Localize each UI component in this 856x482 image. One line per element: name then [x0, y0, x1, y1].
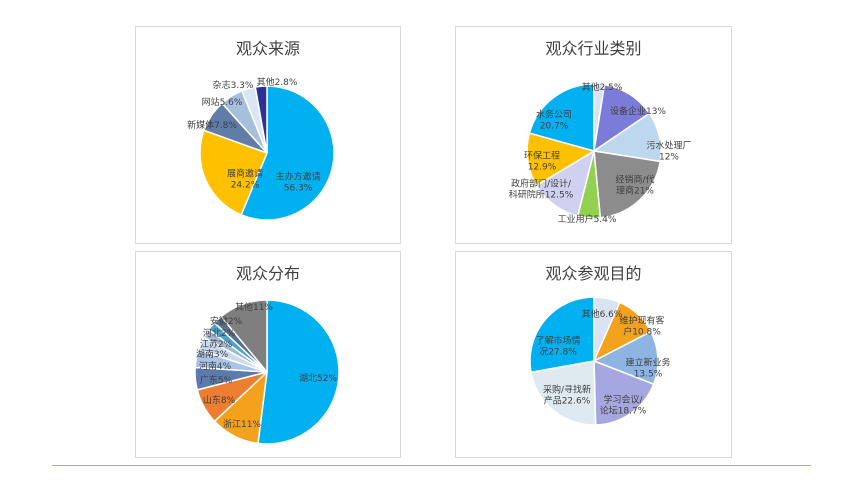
pie-slice-label: 河南4% [199, 360, 232, 372]
pie-slice-label: 其他11% [235, 301, 273, 313]
pie-slice-label: 其他6.6% [582, 308, 623, 320]
pie-slice [257, 299, 340, 445]
chart-title: 观众参观目的 [545, 264, 642, 283]
pie-slice-label: 污水处理厂 12% [646, 140, 691, 163]
chart-panel-industry: 观众行业类别 其他2.5% 设备企业13% 污水处理厂 12% 经销商/代理商21% 工业… [455, 26, 732, 244]
pie-slice-label: 采购/寻找新产品22.6% [543, 384, 591, 407]
pie-slice-label: 建立新业务 13.5% [625, 357, 670, 380]
pie-slice-label: 杂志3.3% [213, 79, 254, 91]
pie-slice-label: 经销商/代理商21% [615, 174, 654, 197]
pie-slice-label: 设备企业13% [610, 105, 666, 117]
pie-slice [220, 299, 268, 375]
pie-slice-label: 政府部门/设计/科研院所12.5% [509, 178, 574, 201]
pie-slice [592, 83, 651, 153]
chart-title: 观众行业类别 [545, 39, 642, 58]
chart-panel-purpose: 观众参观目的 其他6.6% 维护现有客户10.8% 建立新业务 13.5% 学习会议/论… [455, 251, 732, 458]
pie-chart-source: 主办方邀请 56.3% 展商邀请 24.2% 新媒体7.8% 网站5.6% 杂志3.3% 其他… [187, 76, 335, 221]
pie-slice [593, 150, 662, 219]
pie-slice [529, 296, 595, 374]
chart-title: 观众分布 [235, 264, 300, 283]
footer-divider [52, 465, 811, 466]
pie-slice-label: 湖北52% [299, 373, 337, 384]
pie-slice [240, 85, 335, 221]
pie-slice [593, 359, 655, 426]
pie-slice-label: 山东8% [203, 394, 236, 406]
pie-slice-label: 水务公司 20.7% [536, 109, 572, 132]
pie-slice-label: 河北2% [203, 327, 236, 339]
pie-slice-label: 其他2.8% [257, 76, 298, 88]
pie-slice-label: 环保工程 12.9% [524, 150, 560, 173]
pie-slice-label: 浙江11% [223, 418, 261, 430]
pie-slice-label: 维护现有客户10.8% [619, 315, 664, 338]
pie-chart-purpose: 其他6.6%维护现有客户10.8% 建立新业务 13.5% 学习会议/论坛18.7% 采… [529, 296, 671, 426]
pie-chart-distribution: 湖北52% 浙江11% 山东8% 广东5% 河南4%湖南3%江苏2%河北2%安徽2% 其他… [194, 299, 340, 445]
chart-title: 观众来源 [235, 39, 300, 58]
pie-slice [254, 85, 268, 154]
pie-slice-label: 湖南3% [196, 348, 229, 360]
pie-slice-label: 工业用户5.4% [558, 213, 617, 225]
pie-slice-label: 了解市场情况27.8% [535, 335, 580, 358]
chart-panel-source: 观众来源 主办方邀请 56.3% 展商邀请 24.2% 新媒体7.8% 网站5.6% 杂志3… [135, 26, 401, 244]
pie-slice-label: 安徽2% [210, 315, 243, 327]
pie-slice-label: 主办方邀请 56.3% [275, 171, 320, 194]
pie-slice-label: 网站5.6% [202, 96, 243, 108]
pie-slice-label: 新媒体7.8% [187, 119, 237, 131]
pie-slice [592, 330, 659, 386]
pie-slice-label: 学习会议/论坛18.7% [600, 394, 647, 417]
chart-panel-distribution: 观众分布 湖北52% 浙江11% 山东8% 广东5% 河南4% 湖南3% 江苏2% 河北2% 安… [135, 251, 401, 458]
pie-slice [528, 83, 595, 152]
pie-slice-label: 其他2.5% [582, 81, 623, 93]
pie-slice-label: 江苏2% [200, 338, 233, 350]
pie-slice-label: 展商邀请 24.2% [227, 168, 263, 191]
pie-chart-industry: 其他2.5% 设备企业13% 污水处理厂 12% 经销商/代理商21% 工业用户5.4% 政… [509, 81, 692, 225]
pie-slice [199, 129, 268, 216]
pie-slice [530, 360, 597, 426]
pie-slice-label: 广东5% [200, 374, 233, 386]
